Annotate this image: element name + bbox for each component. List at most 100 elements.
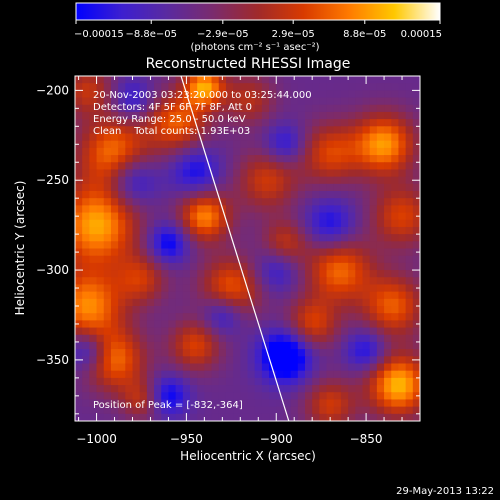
- heatmap-cell: [96, 356, 105, 365]
- heatmap-cell: [211, 363, 220, 372]
- heatmap-cell: [175, 255, 184, 264]
- heatmap-cell: [82, 97, 90, 106]
- heatmap-cell: [240, 399, 249, 408]
- heatmap-cell: [175, 320, 184, 329]
- heatmap-cell: [333, 255, 342, 264]
- heatmap-cell: [333, 385, 342, 393]
- heatmap-cell: [240, 119, 249, 127]
- heatmap-cell: [319, 90, 328, 99]
- heatmap-cell: [190, 169, 198, 178]
- heatmap-cell: [75, 234, 83, 242]
- heatmap-cell: [154, 76, 162, 84]
- heatmap-cell: [348, 370, 356, 379]
- heatmap-cell: [276, 392, 285, 401]
- heatmap-cell: [204, 385, 213, 393]
- heatmap-cell: [110, 126, 119, 135]
- heatmap-cell: [269, 176, 277, 185]
- heatmap-cell: [398, 377, 407, 386]
- heatmap-cell: [276, 191, 285, 199]
- heatmap-cell: [348, 262, 356, 271]
- heatmap-cell: [75, 241, 83, 250]
- heatmap-cell: [103, 385, 112, 393]
- heatmap-cell: [319, 341, 328, 350]
- heatmap-cell: [132, 169, 141, 178]
- heatmap-cell: [110, 83, 119, 91]
- heatmap-cell: [118, 183, 126, 192]
- heatmap-cell: [190, 176, 198, 185]
- heatmap-cell: [96, 83, 105, 91]
- heatmap-cell: [384, 90, 392, 99]
- heatmap-cell: [362, 169, 371, 178]
- heatmap-cell: [384, 169, 392, 178]
- heatmap-cell: [333, 377, 342, 386]
- heatmap-cell: [254, 176, 263, 185]
- heatmap-cell: [132, 226, 141, 235]
- heatmap-cell: [290, 298, 299, 307]
- heatmap-cell: [146, 155, 155, 163]
- heatmap-cell: [175, 183, 184, 192]
- heatmap-cell: [412, 255, 420, 264]
- heatmap-cell: [75, 219, 83, 228]
- heatmap-cell: [75, 327, 83, 336]
- heatmap-cell: [175, 119, 184, 127]
- heatmap-cell: [103, 277, 112, 286]
- heatmap-cell: [168, 155, 177, 163]
- heatmap-cell: [405, 119, 414, 127]
- heatmap-cell: [340, 262, 349, 271]
- heatmap-cell: [369, 198, 378, 206]
- heatmap-cell: [261, 284, 270, 293]
- heatmap-cell: [75, 370, 83, 379]
- heatmap-cell: [96, 90, 105, 99]
- heatmap-cell: [290, 111, 299, 120]
- heatmap-cell: [405, 341, 414, 350]
- heatmap-cell: [283, 155, 292, 163]
- heatmap-cell: [247, 198, 256, 206]
- heatmap-cell: [319, 349, 328, 357]
- heatmap-cell: [225, 198, 234, 206]
- heatmap-cell: [391, 334, 400, 343]
- heatmap-cell: [297, 140, 306, 149]
- heatmap-cell: [197, 377, 205, 386]
- heatmap-cell: [326, 385, 335, 393]
- heatmap-cell: [103, 126, 112, 135]
- heatmap-cell: [190, 140, 198, 149]
- heatmap-cell: [161, 255, 170, 264]
- heatmap-cell: [190, 183, 198, 192]
- heatmap-cell: [146, 385, 155, 393]
- heatmap-cell: [412, 327, 420, 336]
- heatmap-cell: [412, 334, 420, 343]
- heatmap-cell: [125, 399, 134, 408]
- heatmap-cell: [312, 205, 320, 214]
- heatmap-cell: [348, 334, 356, 343]
- heatmap-cell: [110, 363, 119, 372]
- heatmap-cell: [319, 140, 328, 149]
- heatmap-cell: [175, 399, 184, 408]
- heatmap-cell: [362, 406, 371, 415]
- heatmap-cell: [340, 147, 349, 156]
- heatmap-cell: [118, 370, 126, 379]
- heatmap-cell: [326, 140, 335, 149]
- heatmap-cell: [269, 147, 277, 156]
- heatmap-cell: [376, 126, 385, 135]
- heatmap-cell: [211, 385, 220, 393]
- heatmap-cell: [146, 363, 155, 372]
- heatmap-cell: [125, 169, 134, 178]
- heatmap-cell: [348, 270, 356, 278]
- heatmap-cell: [297, 399, 306, 408]
- heatmap-cell: [132, 385, 141, 393]
- heatmap-cell: [161, 377, 170, 386]
- heatmap-cell: [132, 219, 141, 228]
- heatmap-cell: [376, 83, 385, 91]
- heatmap-cell: [96, 284, 105, 293]
- heatmap-cell: [290, 183, 299, 192]
- heatmap-cell: [103, 90, 112, 99]
- heatmap-cell: [125, 413, 134, 421]
- heatmap-cell: [218, 226, 227, 235]
- heatmap-cell: [276, 399, 285, 408]
- heatmap-cell: [240, 356, 249, 365]
- heatmap-cell: [89, 320, 98, 329]
- heatmap-cell: [398, 83, 407, 91]
- heatmap-cell: [175, 104, 184, 113]
- heatmap-cell: [132, 313, 141, 321]
- heatmap-cell: [398, 262, 407, 271]
